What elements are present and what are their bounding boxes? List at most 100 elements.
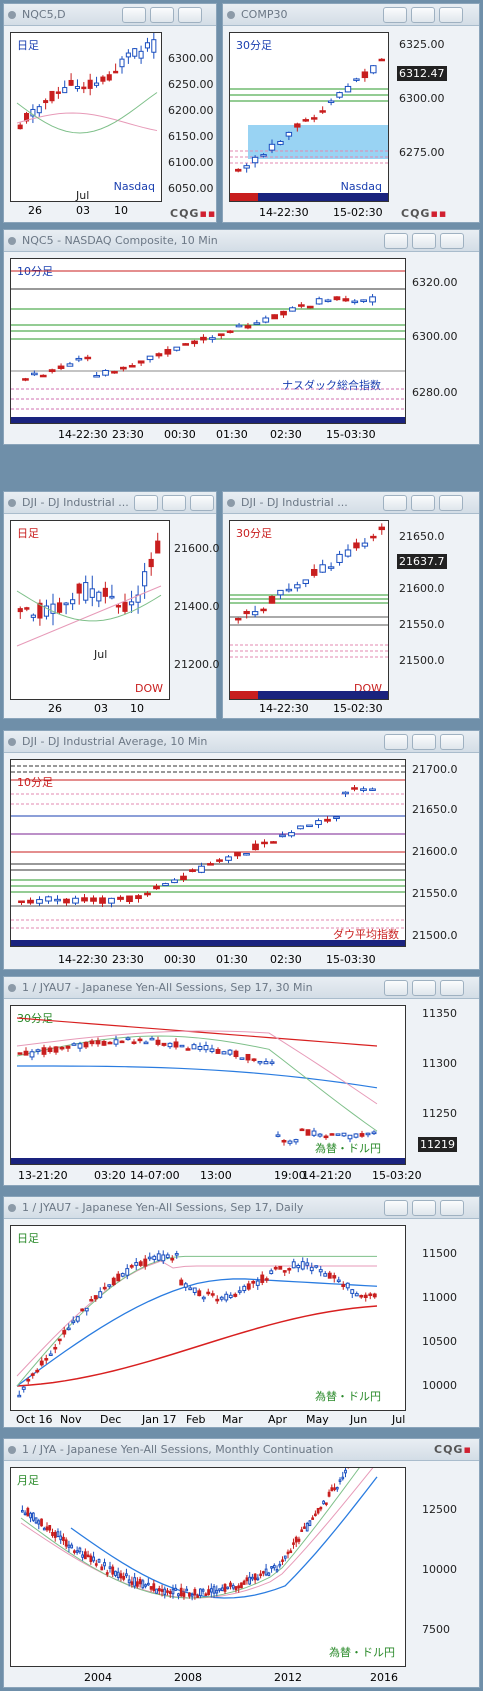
candle-body [62, 1536, 65, 1542]
title-bar[interactable]: COMP30 [223, 4, 479, 26]
candle-body [155, 1588, 158, 1594]
chart-window-comp30[interactable]: COMP30 30分足 Nasdaq 6325.00 6312.47 6300.… [222, 3, 480, 223]
minimize-button[interactable] [134, 495, 158, 511]
candle-body [201, 1589, 205, 1592]
candle-body [327, 566, 335, 569]
candle-body [198, 1588, 202, 1597]
x-tick: 00:30 [164, 428, 196, 441]
title-bar[interactable]: 1 / JYAU7 - Japanese Yen-All Sessions, S… [4, 977, 479, 999]
chart-plot[interactable]: 10分足 ナスダック総合指数 [10, 258, 406, 424]
chart-plot[interactable]: 30分足 Nasdaq [229, 32, 389, 202]
chart-plot[interactable]: 日足 DOW [10, 520, 170, 700]
session-bar [11, 1158, 405, 1164]
close-button[interactable] [440, 734, 464, 750]
minimize-button[interactable] [122, 7, 146, 23]
chart-plot[interactable]: 30分足 為替・ドル円 [10, 1005, 406, 1165]
candle-body [209, 1588, 213, 1593]
candle-body [166, 1590, 169, 1593]
candle-body [111, 1566, 115, 1575]
title-bar[interactable]: 1 / JYAU7 - Japanese Yen-All Sessions, S… [4, 1197, 479, 1219]
restore-button[interactable] [412, 233, 436, 249]
chart-window-nqc5-daily[interactable]: NQC5,D 日足 Nasdaq 6300.00 6250.00 6200.00… [3, 3, 217, 223]
chart-plot[interactable]: 日足 為替・ドル円 [10, 1225, 406, 1411]
candle-body [264, 1278, 269, 1281]
minimize-button[interactable] [384, 734, 408, 750]
timeframe-label: 10分足 [17, 776, 53, 789]
restore-button[interactable] [412, 1200, 436, 1216]
close-button[interactable] [440, 1200, 464, 1216]
chart-window-dji-30min[interactable]: DJI - DJ Industrial ... 30分足 DOW 21650.0… [222, 491, 480, 719]
candle-body [288, 832, 295, 837]
x-tick: 19:00 [274, 1169, 306, 1182]
candle-body [354, 1293, 359, 1297]
candle-body [242, 1285, 247, 1292]
minimize-button[interactable] [383, 495, 407, 511]
chart-window-jyau7-30min[interactable]: 1 / JYAU7 - Japanese Yen-All Sessions, S… [3, 976, 480, 1186]
title-bar[interactable]: DJI - DJ Industrial ... [4, 492, 216, 514]
close-button[interactable] [190, 495, 214, 511]
minimize-button[interactable] [383, 7, 407, 23]
close-button[interactable] [439, 495, 463, 511]
minimize-button[interactable] [384, 980, 408, 996]
close-button[interactable] [178, 7, 202, 23]
candle-body [322, 1500, 325, 1505]
candle-body [93, 375, 100, 378]
candle-body [255, 1280, 260, 1286]
candle-body [237, 1585, 241, 1589]
close-button[interactable] [440, 233, 464, 249]
candle-body [280, 310, 287, 316]
candle-body [308, 1520, 312, 1527]
restore-button[interactable] [412, 980, 436, 996]
candle-body [84, 356, 92, 360]
candle-body [207, 1589, 210, 1596]
candle-body [122, 1576, 126, 1580]
chart-window-dji-10min[interactable]: DJI - DJ Industrial Average, 10 Min 10分足… [3, 730, 480, 970]
restore-button[interactable] [162, 495, 186, 511]
timeframe-label: 日足 [17, 1232, 39, 1245]
title-bar[interactable]: NQC5,D [4, 4, 216, 26]
candle-body [228, 1294, 233, 1298]
candle-body [270, 1566, 273, 1569]
chart-plot[interactable]: 月足 為替・ドル円 [10, 1467, 406, 1667]
candle-body [324, 818, 331, 822]
restore-button[interactable] [411, 7, 435, 23]
y-axis: 21700.0 21650.0 21600.0 21550.0 21500.0 [412, 759, 478, 947]
chart-plot[interactable]: 10分足 ダウ平均指数 [10, 759, 406, 947]
candle-body [64, 1539, 68, 1547]
candle-body [105, 1572, 109, 1575]
candle-body [215, 1049, 221, 1054]
indicator-line [16, 112, 158, 132]
y-tick: 11250 [422, 1107, 457, 1120]
minimize-button[interactable] [384, 233, 408, 249]
candle-body [57, 1338, 62, 1342]
close-button[interactable] [440, 980, 464, 996]
candle-body [132, 48, 138, 57]
title-bar[interactable]: DJI - DJ Industrial Average, 10 Min [4, 731, 479, 753]
y-tick: 21600.0 [174, 542, 220, 555]
candle-body [297, 825, 304, 830]
chart-window-dji-daily[interactable]: DJI - DJ Industrial ... 日足 DOW 21600.0 2… [3, 491, 220, 719]
minimize-button[interactable] [384, 1200, 408, 1216]
candle-body [191, 340, 198, 345]
chart-window-nqc5-10min[interactable]: NQC5 - NASDAQ Composite, 10 Min 10分足 ナスダ… [3, 229, 480, 445]
restore-button[interactable] [411, 495, 435, 511]
candle-body [317, 1133, 323, 1137]
candle-body [122, 601, 128, 612]
close-button[interactable] [439, 7, 463, 23]
chart-plot[interactable]: 日足 Nasdaq [10, 32, 162, 202]
restore-button[interactable] [150, 7, 174, 23]
candle-body [24, 113, 30, 122]
chart-window-jyau7-daily[interactable]: 1 / JYAU7 - Japanese Yen-All Sessions, S… [3, 1196, 480, 1428]
chart-window-jya-monthly[interactable]: 1 / JYA - Japanese Yen-All Sessions, Mon… [3, 1438, 480, 1688]
y-tick: 6050.00 [168, 182, 214, 195]
title-bar[interactable]: NQC5 - NASDAQ Composite, 10 Min [4, 230, 479, 252]
candle-body [117, 896, 124, 900]
candle-body [30, 614, 36, 618]
title-bar[interactable]: 1 / JYA - Japanese Yen-All Sessions, Mon… [4, 1439, 479, 1461]
indicator-line [70, 1476, 378, 1599]
title-bar[interactable]: DJI - DJ Industrial ... [223, 492, 479, 514]
restore-button[interactable] [412, 734, 436, 750]
candle-body [369, 788, 376, 791]
chart-plot[interactable]: 30分足 DOW [229, 520, 389, 700]
candle-body [144, 1584, 147, 1587]
